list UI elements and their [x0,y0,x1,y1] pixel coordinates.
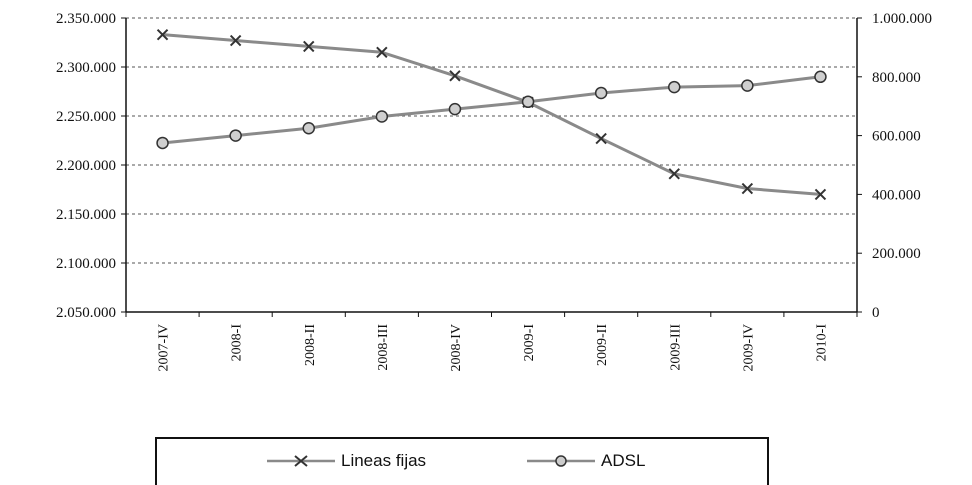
chart-legend: Lineas fijas ADSL [155,437,769,485]
lineas-fijas-point [156,28,169,41]
left-axis-tick-label: 2.200.000 [56,158,116,174]
lineas-fijas-point [449,70,461,82]
line-chart: 2.350.000 2.300.000 2.250.000 2.200.000 2.15… [56,11,932,371]
adsl-point [814,70,827,84]
left-axis-tick-label: 2.300.000 [56,60,116,76]
x-axis-tick-label: 2009-III [668,324,683,371]
lineas-fijas-point [668,168,680,180]
adsl-point [448,102,462,116]
series-line [162,75,821,145]
legend-label-lineas-fijas: Lineas fijas [341,451,427,470]
x-axis-tick-label: 2008-IV [449,324,464,371]
adsl-point [156,136,169,150]
lineas-fijas-point [595,132,607,145]
left-axis-tick-label: 2.050.000 [56,305,116,321]
right-axis-tick-label: 400.000 [872,187,921,203]
left-axis-tick-label: 2.100.000 [56,256,116,272]
right-axis-tick-label: 200.000 [872,246,921,262]
x-axis-tick-label: 2010-I [814,324,829,362]
x-axis-tick-label: 2008-I [230,324,245,362]
lineas-fijas-point [741,182,754,195]
right-axis-tick-label: 1.000.000 [872,11,932,27]
x-axis-tick-label: 2007-IV [157,324,172,371]
left-axis-tick-label: 2.150.000 [56,207,116,223]
left-axis-tick-label: 2.250.000 [56,109,116,125]
lineas-fijas-point [814,188,827,201]
adsl-point [302,122,315,135]
x-axis-tick-label: 2009-I [522,324,537,362]
legend-item-adsl: ADSL [525,451,645,471]
adsl-point [375,110,389,123]
legend-label-adsl: ADSL [601,451,646,470]
x-axis-tick-label: 2009-IV [741,324,756,371]
right-axis-tick-label: 800.000 [872,70,921,86]
adsl-point [741,79,754,92]
legend-marker-circle [527,455,595,467]
adsl-point [594,86,608,100]
left-axis-tick-label: 2.350.000 [56,11,116,27]
right-axis-tick-label: 0 [872,305,880,321]
lineas-fijas-point [376,46,388,59]
legend-item-lineas-fijas: Lineas fijas [265,451,426,471]
lineas-fijas-point [303,40,315,53]
x-axis-tick-label: 2009-II [595,324,610,366]
series-line [162,33,821,196]
right-axis-tick-label: 600.000 [872,129,921,145]
adsl-point [521,95,535,109]
x-axis-tick-label: 2008-III [376,324,391,371]
adsl-point [668,80,681,94]
x-axis-tick-label: 2008-II [303,324,318,366]
adsl-point [229,129,242,142]
lineas-fijas-point [229,34,242,47]
legend-marker-x [267,455,335,467]
